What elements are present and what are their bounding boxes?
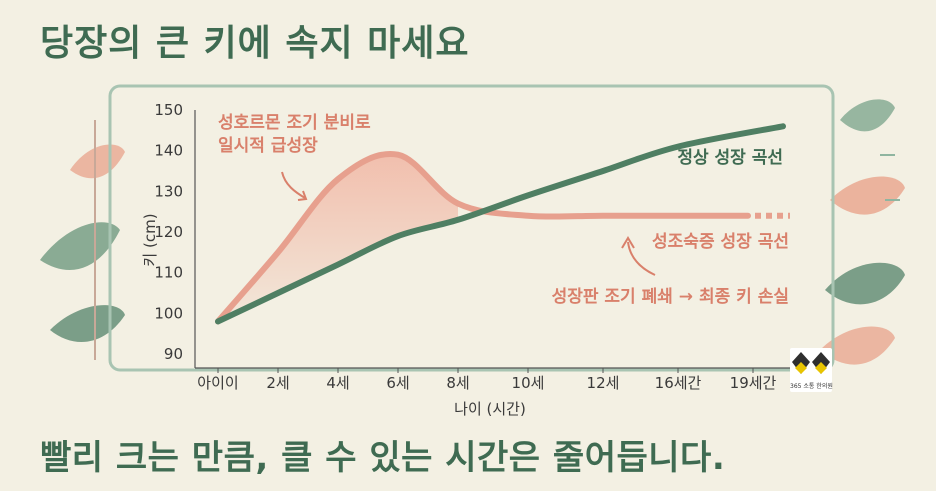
annotation-arrowhead-hormone: [297, 190, 308, 201]
logo-mark-icon: [792, 352, 830, 374]
x-tick-label: 10세: [512, 374, 545, 392]
bottom-message: 빨리 크는 만큼, 클 수 있는 시간은 줄어듭니다.: [40, 438, 726, 478]
x-tick-labels: 아이이 2세 4세 6세 8세 10세 12세 16세간 19세간: [197, 368, 777, 392]
y-tick-label: 100: [154, 304, 183, 322]
y-axis-label: 키 (cm): [141, 213, 159, 266]
y-tick-label: 140: [154, 142, 183, 160]
x-tick-label: 12세: [587, 374, 620, 392]
y-tick-label: 130: [154, 182, 183, 200]
early-growth-area: [218, 153, 458, 322]
y-tick-label: 120: [154, 223, 183, 241]
chart-frame: [108, 84, 835, 372]
series-line-normal: [215, 123, 786, 325]
page-title: 당장의 큰 키에 속지 마세요: [40, 23, 470, 64]
series-line-precocious: [215, 150, 751, 325]
annotation-rapid-growth: 일시적 급성장: [218, 136, 318, 156]
x-tick-label: 16세간: [655, 374, 702, 392]
y-tick-label: 110: [154, 264, 183, 282]
annotation-arrowhead-plate: [621, 236, 635, 249]
x-tick-label: 2세: [266, 374, 289, 392]
x-tick-label: 4세: [326, 374, 349, 392]
left-leaf-decoration: [40, 120, 125, 360]
y-tick-labels: 90 100 110 120 130 140 150: [154, 101, 183, 363]
legend-normal-growth: 정상 성장 곡선: [677, 148, 783, 168]
series-lines: [215, 123, 790, 325]
annotation-hormone: 성호르몬 조기 분비로: [218, 113, 371, 133]
logo-text: 365 소통 한의원: [790, 383, 833, 390]
y-tick-label: 150: [154, 101, 183, 119]
x-tick-label: 8세: [446, 374, 469, 392]
clinic-logo: 365 소통 한의원: [790, 348, 833, 392]
x-tick-label: 아이이: [197, 374, 238, 392]
x-tick-label: 19세간: [730, 374, 777, 392]
annotation-growth-plate: 성장판 조기 폐쇄 → 최종 키 손실: [552, 287, 789, 307]
annotation-arrow-plate: [627, 241, 656, 276]
y-tick-label: 90: [164, 345, 183, 363]
right-leaf-decoration: [820, 99, 905, 365]
x-tick-label: 6세: [386, 374, 409, 392]
x-axis-label: 나이 (시간): [454, 400, 526, 418]
annotation-arrow-hormone: [281, 171, 306, 199]
legend-precocious-growth: 성조숙증 성장 곡선: [652, 232, 789, 252]
